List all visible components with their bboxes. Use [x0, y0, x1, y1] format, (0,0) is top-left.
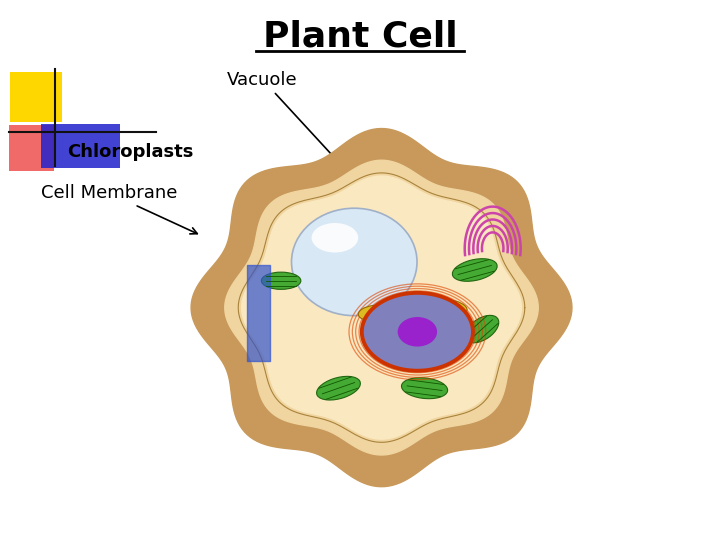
Ellipse shape	[361, 293, 473, 371]
Ellipse shape	[312, 223, 359, 253]
Ellipse shape	[317, 376, 361, 400]
Ellipse shape	[452, 259, 497, 281]
Ellipse shape	[402, 377, 448, 399]
Text: Plant Cell: Plant Cell	[263, 19, 457, 53]
Polygon shape	[191, 129, 572, 487]
Bar	[10, 72, 62, 122]
Text: Vacuole: Vacuole	[228, 71, 350, 174]
Ellipse shape	[359, 305, 390, 321]
Ellipse shape	[292, 208, 417, 316]
Ellipse shape	[465, 315, 499, 343]
Bar	[41, 124, 120, 168]
Ellipse shape	[439, 300, 467, 315]
Polygon shape	[242, 176, 521, 439]
Ellipse shape	[397, 317, 437, 347]
Ellipse shape	[261, 272, 301, 289]
Bar	[9, 125, 54, 171]
Polygon shape	[225, 160, 539, 455]
Text: Chloroplasts: Chloroplasts	[68, 143, 194, 161]
Text: Cell Membrane: Cell Membrane	[41, 184, 197, 234]
